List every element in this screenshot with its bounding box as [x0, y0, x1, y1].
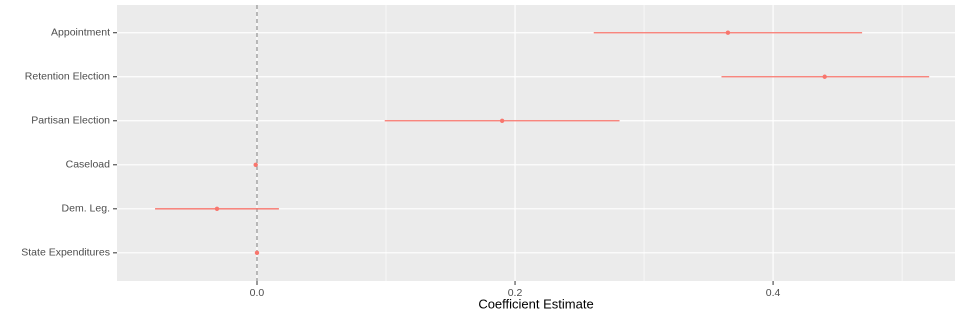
- x-axis-label: Coefficient Estimate: [478, 296, 593, 311]
- y-tick-label: State Expenditures: [21, 247, 110, 259]
- x-tick-label: 0.2: [508, 287, 523, 299]
- x-tick-label: 0.0: [250, 287, 265, 299]
- estimate-point: [822, 74, 827, 79]
- estimate-point: [253, 162, 258, 167]
- estimate-point: [499, 118, 505, 123]
- x-tick-label: 0.4: [766, 287, 781, 299]
- estimate-point: [254, 250, 260, 256]
- estimate-point: [214, 206, 220, 212]
- estimate-point: [725, 30, 731, 35]
- y-tick-label: Caseload: [66, 159, 111, 171]
- y-tick-label: Appointment: [51, 27, 110, 39]
- y-tick-label: Retention Election: [25, 71, 110, 83]
- y-tick-label: Partisan Election: [31, 115, 110, 127]
- panel: [117, 5, 955, 281]
- y-tick-label: Dem. Leg.: [62, 203, 110, 215]
